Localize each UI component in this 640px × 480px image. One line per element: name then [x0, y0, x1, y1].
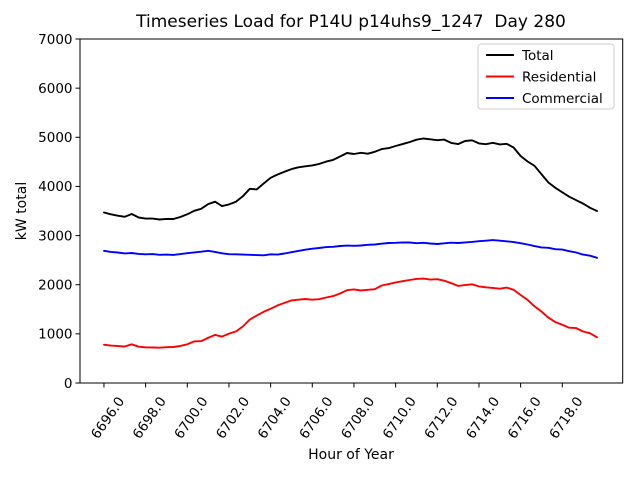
x-axis-label: Hour of Year: [308, 447, 394, 463]
series-lines: [103, 137, 598, 349]
legend-label-residential: Residential: [522, 69, 596, 85]
legend-box: [477, 43, 615, 110]
y-tick-label: 0: [64, 376, 73, 392]
legend-label-commercial: Commercial: [522, 91, 603, 107]
y-axis: 0 1000 2000 3000 4000 5000 6000 7000: [38, 32, 80, 392]
legend-label-total: Total: [521, 48, 554, 64]
y-tick-label: 3000: [38, 228, 72, 244]
series-line-total: [103, 137, 598, 221]
y-tick-label: 4000: [38, 179, 72, 195]
y-axis-label: kW total: [14, 182, 30, 240]
plot-border: [79, 38, 624, 384]
y-tick-label: 5000: [38, 130, 72, 146]
y-tick-label: 7000: [38, 32, 72, 48]
legend: Total Residential Commercial: [477, 43, 615, 110]
chart-title: Timeseries Load for P14U p14uhs9_1247 Da…: [135, 12, 566, 32]
y-tick-label: 2000: [38, 278, 72, 294]
y-tick-label: 6000: [38, 81, 72, 97]
series-line-residential: [103, 277, 598, 349]
series-line-commercial: [103, 239, 598, 259]
y-tick-label: 1000: [38, 327, 72, 343]
